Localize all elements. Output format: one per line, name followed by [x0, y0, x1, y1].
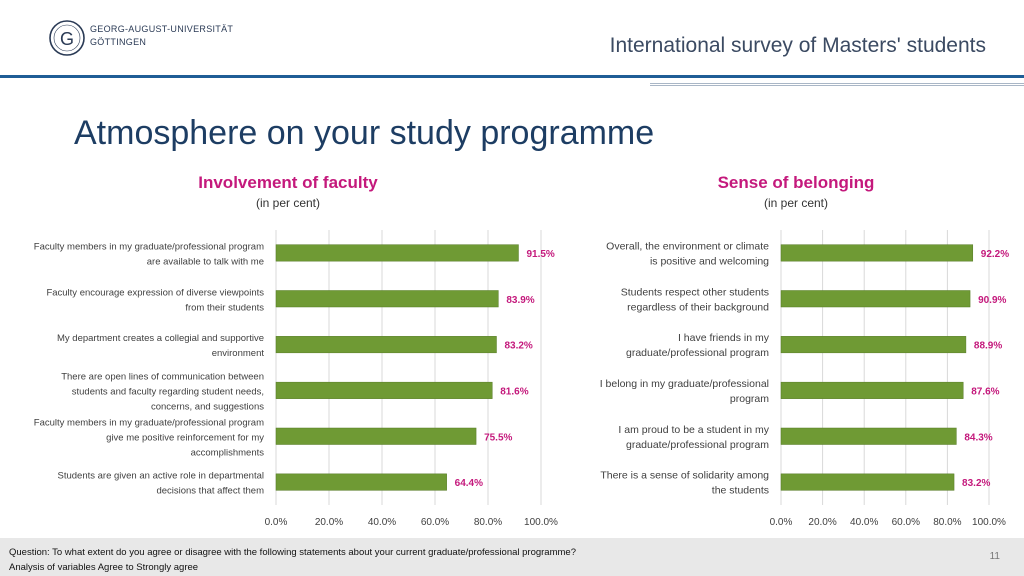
left-bar [275, 427, 477, 445]
chart-left-subtitle: (in per cent) [255, 196, 321, 210]
footer-analysis: Analysis of variables Agree to Strongly … [9, 562, 199, 573]
header-title: International survey of Masters' student… [609, 34, 986, 57]
page-title: Atmosphere on your study programme [74, 114, 655, 152]
right-category-label: Students respect other students regardles… [621, 286, 769, 313]
right-category-label: There is a sense of solidarity among the … [600, 470, 769, 497]
left-category-label: There are open lines of communication be… [61, 371, 264, 412]
left-category-label: Faculty members in my graduate/professio… [34, 241, 264, 267]
left-tick-label: 0.0% [265, 517, 288, 528]
left-bar [275, 381, 493, 399]
chart-right-subtitle: (in per cent) [763, 196, 829, 210]
university-logo: G [49, 20, 85, 56]
chart-involvement-of-faculty: 0.0% 20.0% 40.0% 60.0% 80.0% 100.0% 91.5% Facul… [34, 230, 558, 528]
right-category-label: Overall, the environment or climate is po… [606, 240, 769, 267]
left-bar [275, 244, 519, 262]
university-name: GEORG-AUGUST-UNIVERSITÄT GÖTTINGEN [90, 23, 233, 49]
header-divider [0, 75, 1024, 78]
left-category-label: Students are given an active role in dep… [58, 471, 265, 497]
left-bar [275, 336, 497, 354]
svg-text:G: G [60, 29, 74, 49]
page-number: 11 [989, 551, 1000, 562]
left-category-label: My department creates a collegial and su… [57, 333, 264, 359]
chart-left-title: Involvement of faculty [198, 173, 378, 192]
footer-notes: Question: To what extent do you agree or… [9, 545, 576, 575]
right-bar [780, 290, 971, 308]
right-bar [780, 381, 964, 399]
right-bar [780, 336, 967, 354]
right-bar [780, 244, 974, 262]
left-tick-label: 20.0% [315, 517, 343, 528]
left-bar [275, 473, 447, 491]
right-category-label: I have friends in my graduate/professiona… [626, 332, 770, 359]
left-value-label: 91.5% [526, 249, 554, 260]
right-value-label: 83.2% [962, 478, 990, 489]
footer-bar [0, 538, 1024, 576]
right-bar [780, 473, 955, 491]
left-tick-label: 40.0% [368, 517, 396, 528]
chart-sense-of-belonging: 0.0% 20.0% 40.0% 60.0% 80.0% 100.0% 92.2% Overa… [600, 230, 1009, 528]
university-name-line1: GEORG-AUGUST-UNIVERSITÄT [90, 24, 234, 34]
right-tick-label: 0.0% [770, 517, 793, 528]
right-bar [780, 427, 957, 445]
left-value-label: 81.6% [500, 386, 528, 397]
left-category-label: Faculty members in my graduate/professio… [34, 417, 264, 458]
right-value-label: 87.6% [971, 386, 999, 397]
left-tick-label: 60.0% [421, 517, 449, 528]
chart-right-title: Sense of belonging [717, 173, 875, 192]
right-tick-label: 80.0% [933, 517, 961, 528]
left-tick-label: 100.0% [524, 517, 558, 528]
left-value-label: 83.2% [504, 341, 532, 352]
left-value-label: 64.4% [455, 478, 483, 489]
left-value-label: 83.9% [506, 295, 534, 306]
right-value-label: 92.2% [981, 249, 1009, 260]
right-category-label: I am proud to be a student in my graduate… [618, 424, 769, 451]
right-category-label: I belong in my graduate/professional prog… [600, 378, 770, 405]
right-tick-label: 40.0% [850, 517, 878, 528]
university-name-line2: GÖTTINGEN [90, 37, 147, 47]
left-tick-label: 80.0% [474, 517, 502, 528]
left-category-label: Faculty encourage expression of diverse … [46, 287, 264, 313]
right-value-label: 90.9% [978, 295, 1006, 306]
header-divider-thin [650, 83, 1024, 86]
right-tick-label: 60.0% [892, 517, 920, 528]
footer-question: Question: To what extent do you agree or… [9, 547, 576, 558]
right-value-label: 84.3% [964, 432, 992, 443]
right-value-label: 88.9% [974, 341, 1002, 352]
left-bar [275, 290, 499, 308]
right-tick-label: 20.0% [808, 517, 836, 528]
right-tick-label: 100.0% [972, 517, 1006, 528]
university-seal-icon: G [49, 20, 85, 56]
left-value-label: 75.5% [484, 432, 512, 443]
